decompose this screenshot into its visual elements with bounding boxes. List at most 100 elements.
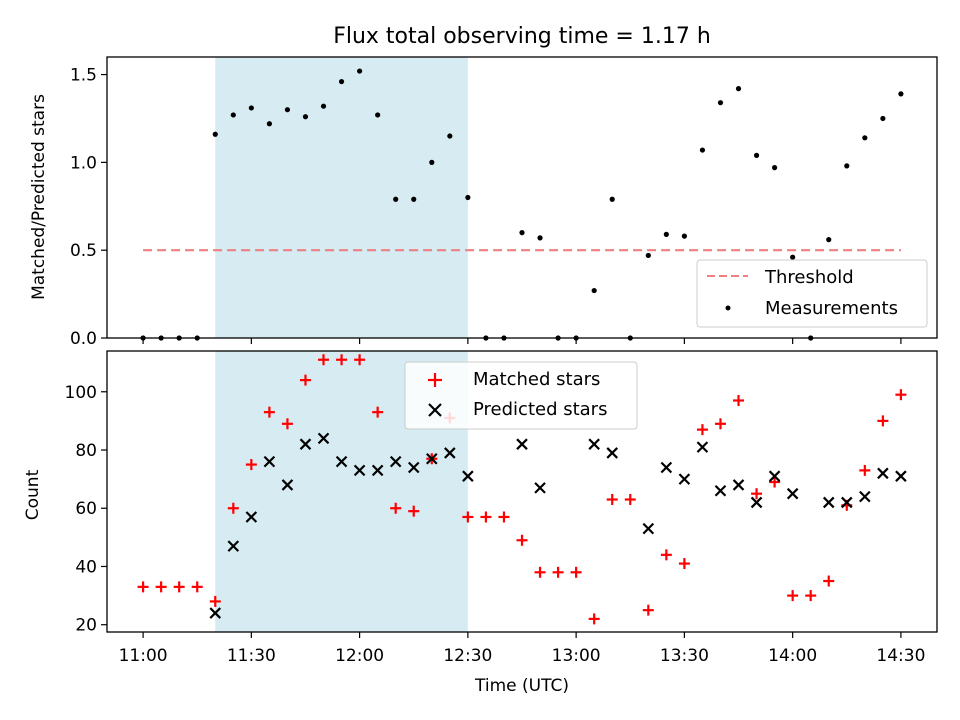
measurement-point <box>844 163 850 169</box>
y-tick-label: 60 <box>75 499 97 519</box>
predicted-star-point <box>389 455 402 468</box>
predicted-star-stroke <box>317 432 330 445</box>
top-panel-x-axis <box>142 338 902 344</box>
predicted-star-point <box>642 522 655 535</box>
matched-star-point <box>733 395 745 407</box>
measurement-point <box>681 233 687 239</box>
measurement-point <box>338 78 345 85</box>
predicted-star-stroke <box>859 490 871 503</box>
measurement-point <box>699 147 706 153</box>
measurement-point <box>717 100 724 106</box>
matched-star-point <box>480 511 492 523</box>
predicted-star-stroke <box>534 482 546 494</box>
matched-star-point <box>281 418 293 430</box>
predicted-star-point <box>263 455 276 468</box>
top-panel-frame <box>106 56 938 339</box>
matched-star-point <box>660 549 672 561</box>
measurement-point <box>790 254 796 260</box>
bottom-panel-frame <box>106 350 938 633</box>
y-tick-label: 1.0 <box>70 153 97 173</box>
predicted-star-stroke <box>389 455 402 468</box>
x-tick-label: 12:00 <box>335 646 384 666</box>
bottom-panel-legend: Matched stars Predicted stars <box>404 361 638 430</box>
predicted-star-point <box>822 496 835 509</box>
predicted-star-point <box>588 438 600 450</box>
measurement-point <box>284 107 291 113</box>
predicted-star-point <box>877 467 889 480</box>
y-tick-label: 40 <box>75 557 97 577</box>
predicted-star-point <box>696 441 709 453</box>
predicted-star-stroke <box>786 487 799 500</box>
predicted-star-point <box>516 438 528 450</box>
measurement-point <box>880 115 886 122</box>
predicted-star-stroke <box>841 496 853 509</box>
y-tick-label: 100 <box>65 383 97 403</box>
measurement-point <box>393 196 399 202</box>
predicted-star-stroke <box>732 479 745 491</box>
x-tick-label: 13:30 <box>660 646 709 666</box>
predicted-star-point <box>714 484 727 497</box>
predicted-star-point <box>227 540 240 552</box>
predicted-star-stroke <box>606 447 618 459</box>
matched-star-point <box>787 590 799 602</box>
predicted-star-point <box>209 607 222 619</box>
measurement-point <box>591 287 597 294</box>
matched-star-point <box>137 581 149 593</box>
predicted-star-stroke <box>426 452 438 465</box>
predicted-star-stroke <box>588 438 600 450</box>
predicted-star-stroke <box>263 455 276 468</box>
y-tick-label: 80 <box>75 441 97 461</box>
measurement-point <box>320 103 327 109</box>
predicted-star-point <box>407 461 420 474</box>
measurement-point <box>230 112 236 118</box>
measurement-point <box>862 135 868 141</box>
predicted-star-stroke <box>696 441 709 453</box>
matched-star-point <box>498 511 510 523</box>
predicted-star-point <box>606 447 618 459</box>
matched-star-point <box>895 389 907 401</box>
y-tick-label: 0.5 <box>70 241 97 261</box>
measurement-point <box>735 86 742 92</box>
matched-star-point <box>227 502 239 514</box>
matched-star-point <box>696 424 708 436</box>
predicted-star-stroke <box>371 464 384 477</box>
predicted-legend-label: Predicted stars <box>473 399 607 420</box>
matched-star-point <box>191 581 203 593</box>
bottom-panel-x-axis: 11:00 11:30 12:00 12:30 13:00 13:30 14:00 14:30 <box>119 632 925 666</box>
predicted-star-point <box>768 470 781 482</box>
top-panel: 0.0 0.5 1.0 1.5 Matched/Predicted stars Thr… <box>29 56 938 349</box>
bottom-panel-marks <box>137 354 907 625</box>
matched-star-point <box>209 595 221 607</box>
predicted-star-point <box>462 470 474 482</box>
predicted-star-point <box>371 464 384 477</box>
matched-star-point <box>354 354 366 366</box>
matched-star-point <box>642 604 654 616</box>
predicted-star-point <box>534 482 546 494</box>
measurement-point <box>753 152 760 158</box>
bottom-panel-y-label: Count <box>23 469 43 520</box>
predicted-star-point <box>335 455 348 468</box>
predicted-star-stroke <box>462 470 474 482</box>
predicted-star-point <box>245 511 258 523</box>
predicted-star-stroke <box>209 607 222 619</box>
measurement-point <box>357 68 363 74</box>
predicted-star-stroke <box>227 540 240 552</box>
matched-star-point <box>859 464 871 476</box>
matched-star-point <box>155 581 167 593</box>
measurement-point <box>663 231 669 237</box>
predicted-star-stroke <box>714 484 727 497</box>
measurement-point <box>212 131 218 137</box>
predicted-star-stroke <box>642 522 655 535</box>
matched-star-point <box>769 476 781 488</box>
predicted-star-point <box>678 473 691 485</box>
matched-star-point <box>173 581 185 593</box>
x-tick-label: 11:30 <box>227 646 276 666</box>
matched-star-point <box>408 505 420 517</box>
predicted-star-stroke <box>444 447 456 459</box>
matched-star-point <box>877 415 889 427</box>
x-axis-label: Time (UTC) <box>474 676 569 696</box>
predicted-star-stroke <box>281 479 294 491</box>
y-tick-label: 0.0 <box>70 329 97 349</box>
measurement-point <box>266 121 272 127</box>
